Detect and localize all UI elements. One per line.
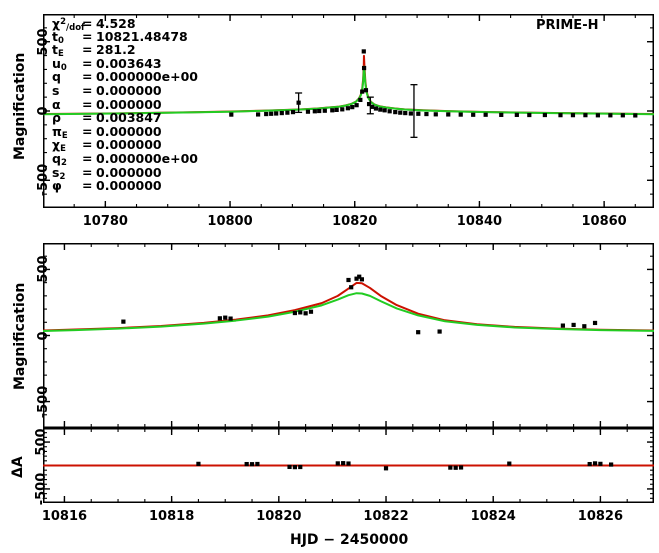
param-symbol: tE <box>52 42 64 60</box>
param-row: q = 0.000000e+00 <box>52 70 198 84</box>
x-tick-label: 10822 <box>363 509 409 524</box>
param-row: q2 = 0.000000e+00 <box>52 150 198 168</box>
param-equals: = <box>82 123 93 139</box>
x-tick-label: 10860 <box>581 214 627 229</box>
param-row: t0 = 10821.48478 <box>52 28 198 45</box>
param-equals: = <box>82 96 93 112</box>
param-value: 0.000000e+00 <box>96 150 198 166</box>
x-tick-label: 10824 <box>470 509 516 524</box>
x-tick-label: 10800 <box>207 214 253 229</box>
param-symbol: ρ <box>52 110 61 126</box>
param-equals: = <box>82 55 93 71</box>
param-value: 4.528 <box>96 16 136 31</box>
param-row: χE = 0.000000 <box>52 137 198 154</box>
top-y-axis-label: Magnification <box>12 52 28 160</box>
param-equals: = <box>82 178 93 194</box>
residual-panel <box>43 428 654 503</box>
x-tick-label: 10816 <box>41 509 88 524</box>
param-row: s2 = 0.000000 <box>52 164 198 181</box>
param-row: tE = 281.2 <box>52 42 198 59</box>
param-row: s = 0.000000 <box>52 84 198 98</box>
param-symbol: q <box>52 69 61 85</box>
middle-y-axis-label: Magnification <box>12 282 28 390</box>
param-symbol: α <box>52 96 61 112</box>
x-tick-label: 10840 <box>456 214 503 229</box>
param-row: χ2/dof= 4.528 <box>52 16 198 33</box>
param-value: 0.000000 <box>96 96 162 112</box>
param-symbol: t0 <box>52 28 64 46</box>
param-value: 10821.48478 <box>96 28 188 44</box>
error-bar <box>366 96 374 115</box>
y-tick-label: -500 <box>36 385 51 418</box>
param-row: φ = 0.000000 <box>52 179 198 193</box>
param-value: 0.000000 <box>96 178 162 194</box>
param-equals: = <box>82 42 93 58</box>
param-row: u0 = 0.003643 <box>52 55 198 72</box>
param-symbol: q2 <box>52 150 67 168</box>
param-row: α = 0.000000 <box>52 96 198 112</box>
model-curve-model-red <box>43 281 654 332</box>
top-panel-canvas <box>43 14 654 208</box>
param-value: 0.000000 <box>96 82 162 98</box>
y-tick-label: 500 <box>34 428 49 456</box>
y-tick-label: -500 <box>36 164 51 197</box>
x-tick-label: 10826 <box>577 509 624 524</box>
middle-panel-zoom-lightcurve <box>43 243 654 428</box>
param-value: 0.000000 <box>96 137 162 153</box>
param-equals: = <box>82 164 93 180</box>
data-points <box>121 274 598 335</box>
param-value: 0.003847 <box>96 110 162 126</box>
residual-panel-canvas <box>43 428 654 503</box>
param-equals: = <box>82 16 93 31</box>
event-label: PRIME-H <box>536 18 599 33</box>
y-tick-label: 0 <box>36 106 51 116</box>
param-row: ρ = 0.003847 <box>52 111 198 125</box>
error-bar <box>295 92 303 114</box>
param-equals: = <box>82 137 93 153</box>
x-tick-label: 10818 <box>149 509 195 524</box>
param-symbol: πE <box>52 123 68 141</box>
param-symbol: χ2/dof <box>52 16 85 33</box>
x-tick-label: 10820 <box>256 509 302 524</box>
fit-parameter-list: χ2/dof= 4.528 t0 = 10821.48478 tE = 281.2 u0 = 0.0… <box>52 16 198 193</box>
param-symbol: s <box>52 82 60 98</box>
param-symbol: φ <box>52 178 62 194</box>
param-row: πE = 0.000000 <box>52 123 198 140</box>
x-tick-label: 10780 <box>82 214 128 229</box>
param-equals: = <box>82 82 93 98</box>
error-bar <box>410 84 418 138</box>
x-axis-label: HJD − 2450000 <box>290 532 409 548</box>
param-equals: = <box>82 69 93 85</box>
data-points <box>229 49 638 118</box>
param-equals: = <box>82 28 93 44</box>
residual-y-axis-label: ΔA <box>10 456 26 478</box>
param-symbol: u0 <box>52 55 67 73</box>
y-tick-label: 500 <box>36 255 51 283</box>
data-points <box>196 461 614 471</box>
param-value: 281.2 <box>96 42 136 58</box>
middle-panel-canvas <box>43 243 654 428</box>
param-value: 0.000000 <box>96 123 162 139</box>
model-curve-model-green <box>43 65 654 116</box>
param-symbol: χE <box>52 137 66 155</box>
x-tick-label: 10820 <box>332 214 378 229</box>
top-panel-lightcurve <box>43 14 654 208</box>
param-value: 0.000000e+00 <box>96 69 198 85</box>
model-curve-model-green <box>43 292 654 333</box>
param-symbol: s2 <box>52 164 66 182</box>
param-equals: = <box>82 150 93 166</box>
param-value: 0.000000 <box>96 164 162 180</box>
y-tick-label: -500 <box>34 472 49 506</box>
y-tick-label: 0 <box>36 330 51 341</box>
param-equals: = <box>82 110 93 126</box>
param-value: 0.003643 <box>96 55 162 71</box>
y-tick-label: 500 <box>36 28 51 56</box>
